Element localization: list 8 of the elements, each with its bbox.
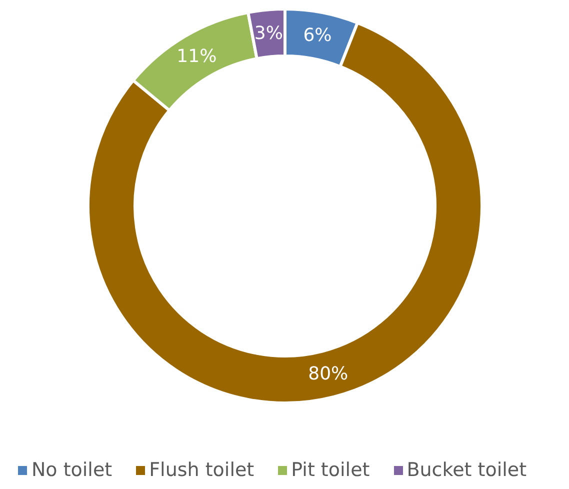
data-label: 11% <box>176 46 217 68</box>
legend-label: No toilet <box>31 459 112 481</box>
legend-label: Pit toilet <box>291 459 370 481</box>
legend-label: Bucket toilet <box>406 459 527 481</box>
data-label: 3% <box>254 22 283 44</box>
data-label: 80% <box>308 364 348 385</box>
legend-label: Flush toilet <box>149 459 254 481</box>
data-label: 6% <box>303 25 332 46</box>
